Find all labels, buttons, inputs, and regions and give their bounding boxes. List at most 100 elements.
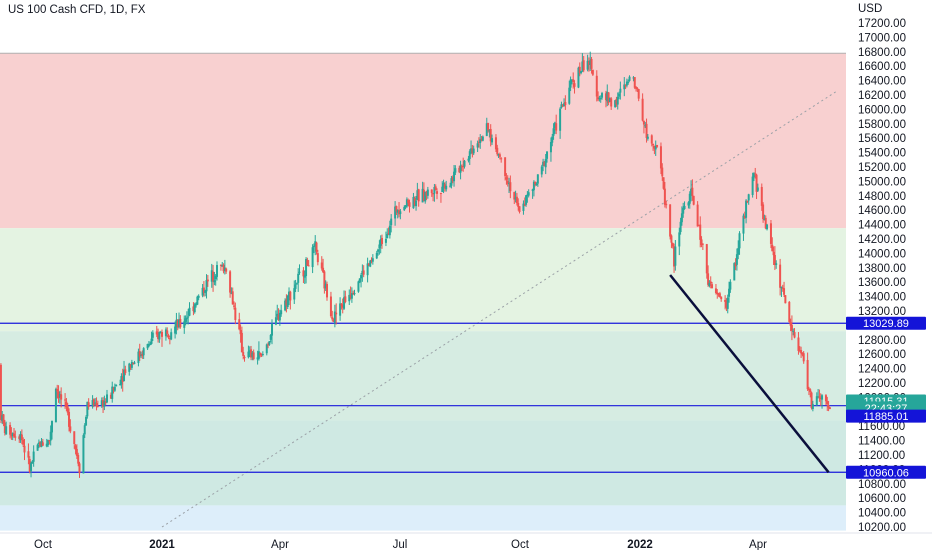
candle xyxy=(111,381,114,403)
candle xyxy=(802,351,805,364)
candle xyxy=(553,121,556,134)
candle xyxy=(696,201,699,227)
candle xyxy=(718,291,721,298)
candle xyxy=(66,402,69,416)
candle xyxy=(670,234,673,249)
candle xyxy=(3,419,6,436)
candle xyxy=(223,259,226,275)
candle xyxy=(498,152,501,160)
candle xyxy=(396,209,399,219)
candle xyxy=(747,193,750,205)
candle xyxy=(11,432,14,441)
candle xyxy=(653,145,656,155)
candle xyxy=(604,90,607,108)
candle xyxy=(155,325,158,338)
candle xyxy=(201,284,204,298)
candle xyxy=(242,346,245,360)
candle xyxy=(147,341,150,348)
candle xyxy=(214,274,217,286)
candle xyxy=(142,347,145,360)
candle xyxy=(251,351,254,361)
candle xyxy=(742,213,745,241)
candle xyxy=(807,386,810,396)
candle xyxy=(515,192,518,206)
candle xyxy=(49,425,52,446)
candle xyxy=(322,258,325,274)
candle xyxy=(124,365,127,376)
candle xyxy=(555,114,558,135)
candle xyxy=(580,70,583,75)
candle xyxy=(735,248,738,271)
price-tag: 10960.06 xyxy=(846,465,926,479)
candle xyxy=(480,135,483,142)
candle xyxy=(222,263,225,274)
candle xyxy=(691,179,694,201)
candle xyxy=(451,175,454,184)
candle xyxy=(416,182,419,201)
candle xyxy=(642,120,645,134)
candle xyxy=(252,349,255,361)
candle xyxy=(206,274,209,287)
candle xyxy=(763,214,766,221)
candle xyxy=(810,391,813,410)
candle xyxy=(23,438,26,461)
candle xyxy=(459,160,462,180)
candle xyxy=(404,205,407,210)
candle xyxy=(22,437,25,447)
candle xyxy=(353,289,356,296)
candle xyxy=(9,422,12,439)
candle xyxy=(809,388,812,398)
candle xyxy=(403,205,406,212)
candle xyxy=(271,319,274,345)
candle xyxy=(129,363,132,370)
candle xyxy=(395,205,398,215)
candle xyxy=(96,400,99,408)
candle xyxy=(766,223,769,231)
candle xyxy=(496,144,499,157)
candle xyxy=(752,172,755,182)
candle xyxy=(132,362,135,365)
candle xyxy=(248,346,251,358)
candle xyxy=(590,56,593,74)
candle xyxy=(326,281,329,301)
candle xyxy=(771,237,774,252)
candle xyxy=(737,240,740,260)
candle xyxy=(514,190,517,203)
candle xyxy=(673,243,676,273)
candle xyxy=(45,438,48,448)
y-tick-label: 11200.00 xyxy=(858,450,905,462)
time-axis[interactable]: Oct 2021 Apr Jul Oct 2022 Apr xyxy=(34,539,767,550)
y-tick-label: 10800.00 xyxy=(858,479,906,491)
candle xyxy=(210,263,213,288)
y-tick-label: 12200.00 xyxy=(858,378,906,390)
candle xyxy=(332,318,335,323)
candle xyxy=(769,220,772,249)
candle xyxy=(826,396,829,411)
candle xyxy=(453,164,456,187)
x-tick-label: Jul xyxy=(393,539,408,550)
candle xyxy=(48,440,51,445)
candle xyxy=(442,179,445,194)
candle xyxy=(27,443,30,465)
candle xyxy=(379,235,382,254)
candle xyxy=(729,279,732,293)
candle xyxy=(827,400,830,412)
downtrend-line[interactable] xyxy=(669,274,830,474)
candle xyxy=(801,352,804,357)
candle xyxy=(265,343,268,356)
candle xyxy=(260,353,263,358)
candle xyxy=(587,57,590,72)
candle xyxy=(569,76,572,92)
candle xyxy=(358,278,361,284)
candle xyxy=(331,310,334,322)
candle xyxy=(121,368,124,392)
candle xyxy=(398,202,401,218)
candle xyxy=(505,173,508,185)
candle xyxy=(700,236,703,248)
candle xyxy=(120,373,123,389)
candle xyxy=(14,430,17,441)
candle xyxy=(10,427,13,440)
x-tick-label: Oct xyxy=(34,539,53,550)
candle xyxy=(13,427,16,438)
